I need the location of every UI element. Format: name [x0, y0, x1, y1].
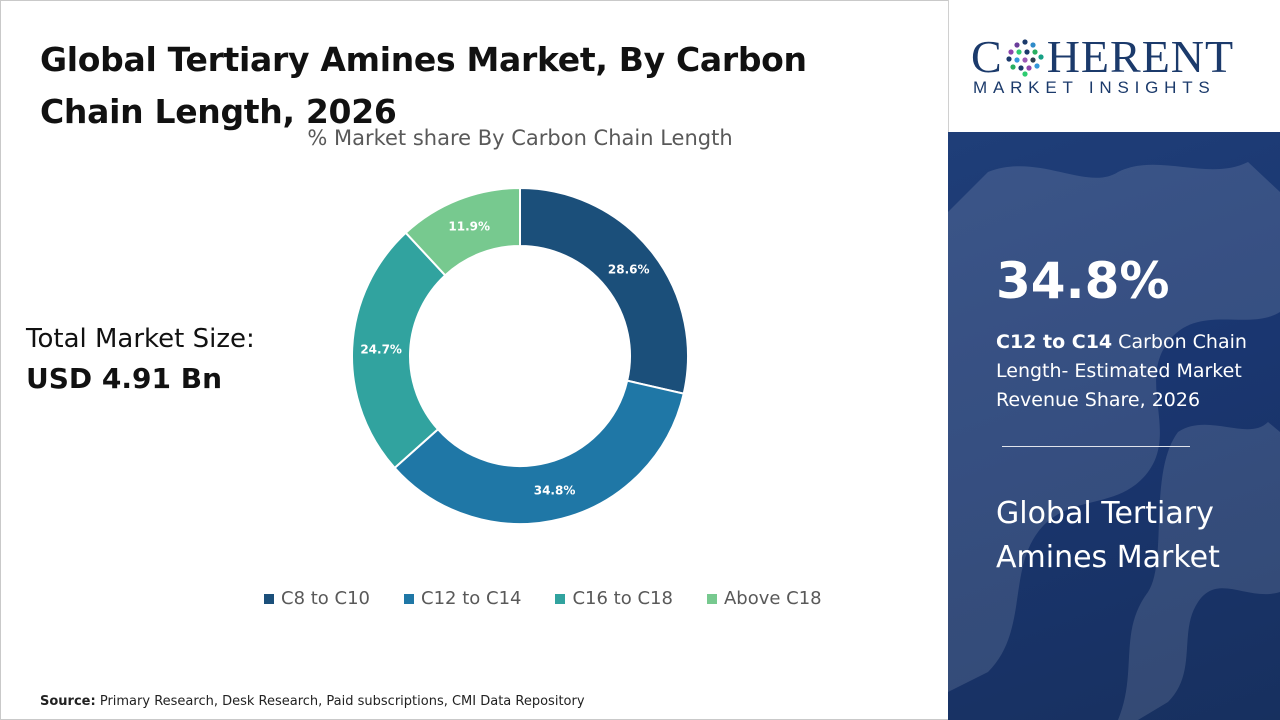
legend-swatch [555, 593, 566, 604]
legend-swatch [264, 593, 274, 604]
logo-wordmark: C HERENT [971, 30, 1234, 83]
highlight-desc-bold: C12 to C14 [996, 331, 1113, 353]
source-note: Source: Primary Research, Desk Research,… [40, 694, 585, 709]
highlight-value: 34.8% [996, 252, 1170, 310]
donut-data-label: 11.9% [448, 220, 490, 234]
donut-data-label: 24.7% [360, 342, 402, 356]
legend-label: C16 to C18 [572, 588, 673, 609]
highlight-description: C12 to C14 Carbon Chain Length- Estimate… [996, 328, 1266, 415]
donut-data-label: 28.6% [608, 262, 650, 276]
legend-label: Above C18 [723, 588, 822, 609]
market-name: Global Tertiary Amines Market [996, 496, 1220, 575]
logo-dots-icon [1006, 38, 1044, 77]
logo-subtitle: MARKET INSIGHTS [973, 78, 1216, 97]
chart-legend: C8 to C10 C12 to C14 C16 to C18 Above C18 [264, 588, 822, 609]
legend-item: C12 to C14 [404, 588, 521, 609]
donut-data-label: 34.8% [534, 484, 576, 498]
legend-label: C8 to C10 [281, 588, 371, 609]
logo-word-left: C [971, 31, 1003, 82]
legend-swatch [706, 593, 717, 604]
world-map-watermark-icon [948, 162, 1280, 720]
page-title: Global Tertiary Amines Market, By Carbon… [40, 40, 807, 131]
donut-slice-c8-to-c10 [519, 186, 689, 395]
legend-item: C16 to C18 [555, 588, 673, 609]
legend-swatch [404, 593, 415, 604]
source-text: Primary Research, Desk Research, Paid su… [99, 694, 585, 709]
chart-title: % Market share By Carbon Chain Length [307, 126, 733, 150]
highlight-desc-rest: Carbon Chain Length- Estimated Market Re… [996, 331, 1247, 411]
legend-label: C12 to C14 [421, 588, 522, 609]
legend-item: Above C18 [706, 588, 822, 609]
source-label: Source: [40, 694, 96, 709]
legend-item: C8 to C10 [264, 588, 370, 609]
donut-slice-above-c18 [404, 186, 521, 277]
donut-chart: 28.6% 34.8% 24.7% 11.9% [351, 186, 689, 525]
logo: C HERENT MARKE [948, 0, 1280, 132]
donut-slice-c16-to-c18 [351, 231, 447, 470]
logo-word-right: HERENT [1046, 31, 1235, 82]
donut-slice-c12-to-c14 [393, 379, 685, 525]
divider [1002, 446, 1190, 447]
highlight-panel: 34.8% C12 to C14 Carbon Chain Length- Es… [948, 132, 1280, 720]
total-market-value: USD 4.91 Bn [26, 362, 222, 395]
total-market-label: Total Market Size: [26, 324, 255, 354]
